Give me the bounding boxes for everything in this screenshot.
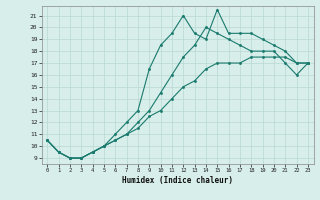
X-axis label: Humidex (Indice chaleur): Humidex (Indice chaleur) — [122, 176, 233, 185]
